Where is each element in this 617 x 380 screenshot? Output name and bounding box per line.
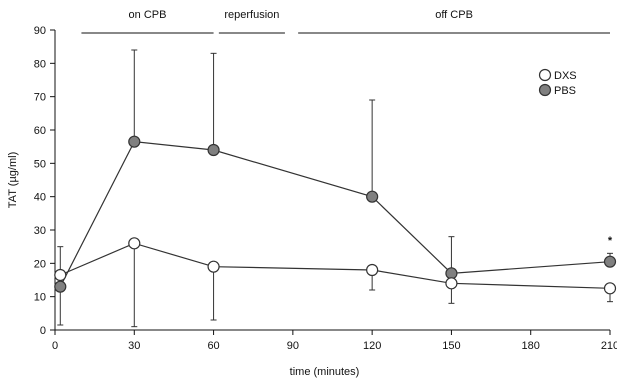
data-point-dxs	[207, 260, 220, 273]
x-tick-label: 60	[207, 340, 219, 352]
y-axis-title: TAT (µg/ml)	[7, 152, 19, 208]
series-line-dxs	[60, 242, 611, 289]
data-point-pbs	[128, 135, 141, 148]
x-axis-title: time (minutes)	[290, 366, 360, 378]
phase-label: off CPB	[435, 9, 473, 21]
significance-marker: *	[608, 235, 613, 247]
x-tick-label: 120	[363, 340, 381, 352]
x-tick-label: 90	[287, 340, 299, 352]
y-tick-label: 90	[34, 25, 46, 37]
y-tick-label: 80	[34, 58, 46, 70]
legend-marker-pbs	[538, 83, 552, 97]
y-tick-label: 60	[34, 125, 46, 137]
data-point-dxs	[603, 282, 617, 295]
phase-label: on CPB	[129, 9, 167, 21]
data-point-dxs	[54, 268, 67, 282]
data-point-dxs	[445, 277, 458, 290]
data-point-pbs	[445, 267, 458, 280]
y-tick-label: 0	[40, 325, 46, 337]
x-tick-label: 150	[442, 340, 460, 352]
y-tick-label: 70	[34, 92, 46, 104]
y-tick-label: 50	[34, 158, 46, 170]
x-tick-label: 210	[601, 340, 617, 352]
data-point-pbs	[603, 255, 617, 268]
x-tick-label: 30	[128, 340, 140, 352]
y-tick-label: 20	[34, 258, 46, 270]
phase-label: reperfusion	[224, 9, 279, 21]
data-point-dxs	[128, 237, 141, 250]
legend-label-dxs: DXS	[554, 70, 577, 82]
data-point-pbs	[207, 143, 220, 157]
y-tick-label: 10	[34, 292, 46, 304]
data-point-pbs	[54, 280, 67, 293]
x-tick-label: 180	[522, 340, 540, 352]
legend-marker-dxs	[538, 68, 552, 82]
series-line-pbs	[59, 141, 611, 287]
data-point-dxs	[366, 263, 379, 277]
legend-label-pbs: PBS	[554, 85, 576, 97]
data-point-pbs	[366, 190, 379, 203]
x-tick-label: 0	[52, 340, 58, 352]
y-tick-label: 30	[34, 225, 46, 237]
y-tick-label: 40	[34, 192, 46, 204]
